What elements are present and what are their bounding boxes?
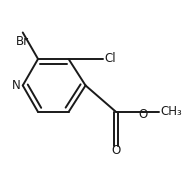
- Text: N: N: [12, 79, 21, 92]
- Text: O: O: [112, 144, 121, 157]
- Text: Br: Br: [16, 35, 29, 48]
- Text: Cl: Cl: [104, 53, 116, 66]
- Text: O: O: [139, 108, 148, 121]
- Text: CH₃: CH₃: [160, 105, 182, 119]
